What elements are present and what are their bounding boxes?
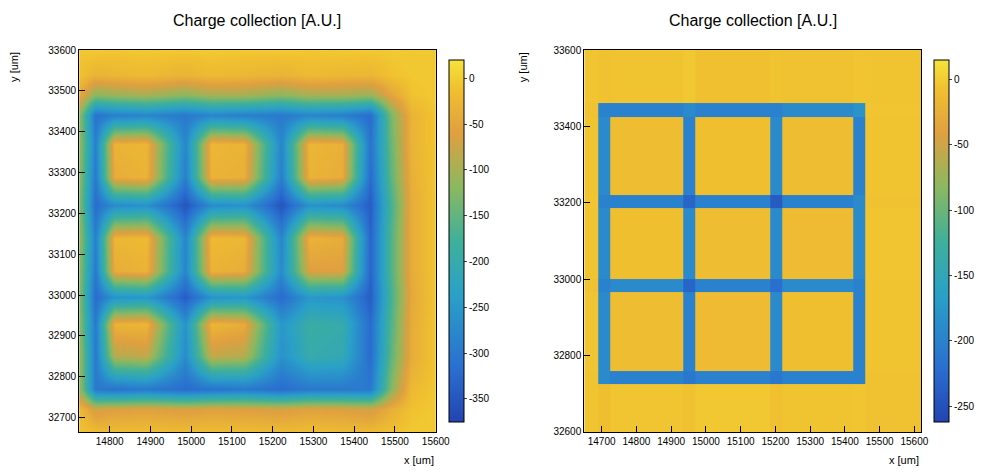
svg-text:-200: -200: [469, 256, 489, 267]
svg-text:33600: 33600: [48, 45, 76, 56]
svg-text:33000: 33000: [553, 274, 581, 285]
svg-text:33600: 33600: [553, 45, 581, 56]
svg-text:-150: -150: [954, 270, 974, 281]
svg-text:15500: 15500: [866, 436, 894, 447]
svg-text:33000: 33000: [48, 290, 76, 301]
svg-text:-300: -300: [469, 348, 489, 359]
svg-text:15600: 15600: [422, 436, 450, 447]
svg-text:33300: 33300: [48, 167, 76, 178]
svg-text:33400: 33400: [48, 126, 76, 137]
svg-text:-100: -100: [469, 164, 489, 175]
svg-text:32800: 32800: [48, 371, 76, 382]
svg-text:33200: 33200: [48, 208, 76, 219]
svg-text:x [um]: x [um]: [404, 454, 434, 466]
svg-text:Charge collection [A.U.]: Charge collection [A.U.]: [669, 12, 837, 29]
svg-text:15400: 15400: [340, 436, 368, 447]
svg-text:0: 0: [469, 73, 475, 84]
svg-text:15600: 15600: [900, 436, 928, 447]
svg-text:33100: 33100: [48, 249, 76, 260]
svg-text:-50: -50: [954, 139, 969, 150]
svg-text:-200: -200: [954, 335, 974, 346]
svg-text:15000: 15000: [177, 436, 205, 447]
svg-text:-50: -50: [469, 119, 484, 130]
svg-text:y [um]: y [um]: [8, 52, 20, 82]
svg-text:15200: 15200: [259, 436, 287, 447]
svg-text:14700: 14700: [588, 436, 616, 447]
svg-text:0: 0: [954, 74, 960, 85]
svg-text:33400: 33400: [553, 121, 581, 132]
svg-text:-150: -150: [469, 210, 489, 221]
svg-text:32900: 32900: [48, 330, 76, 341]
svg-text:15100: 15100: [218, 436, 246, 447]
svg-text:32800: 32800: [553, 350, 581, 361]
svg-text:14900: 14900: [137, 436, 165, 447]
svg-text:15100: 15100: [727, 436, 755, 447]
svg-text:15300: 15300: [796, 436, 824, 447]
svg-text:Charge collection [A.U.]: Charge collection [A.U.]: [173, 12, 341, 29]
svg-text:33500: 33500: [48, 85, 76, 96]
svg-text:-100: -100: [954, 205, 974, 216]
svg-text:15000: 15000: [692, 436, 720, 447]
svg-text:-250: -250: [954, 401, 974, 412]
svg-text:-350: -350: [469, 393, 489, 404]
svg-text:y [um]: y [um]: [517, 52, 529, 82]
svg-text:33200: 33200: [553, 197, 581, 208]
svg-text:x [um]: x [um]: [889, 454, 919, 466]
svg-text:32700: 32700: [48, 412, 76, 423]
svg-text:32600: 32600: [553, 426, 581, 437]
svg-text:15500: 15500: [381, 436, 409, 447]
svg-text:15400: 15400: [831, 436, 859, 447]
svg-text:14800: 14800: [96, 436, 124, 447]
svg-text:15300: 15300: [300, 436, 328, 447]
svg-text:14800: 14800: [622, 436, 650, 447]
svg-text:15200: 15200: [761, 436, 789, 447]
svg-text:14900: 14900: [657, 436, 685, 447]
svg-text:-250: -250: [469, 302, 489, 313]
